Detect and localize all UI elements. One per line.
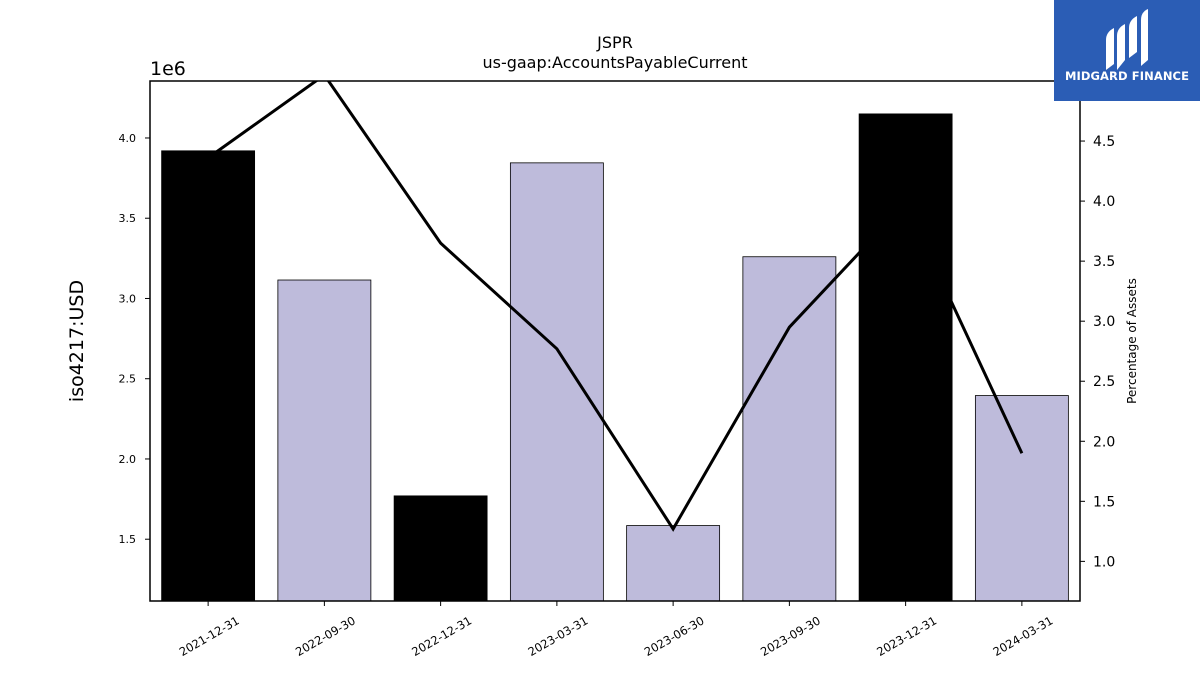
y2-tick-label-1.5: 1.5 <box>1093 494 1115 510</box>
y2-tick-label-1.0: 1.0 <box>1093 554 1115 570</box>
y-tick-label-1.5: 1.5 <box>119 533 137 546</box>
y2-axis-ticks: 1.0 1.5 2.0 2.5 3.0 3.5 4.0 4.5 <box>1080 134 1115 570</box>
line-layer <box>207 81 1024 532</box>
plot-frame <box>149 80 1081 602</box>
bar-2023-09-30 <box>742 256 837 602</box>
chart-title: JSPR <box>596 33 633 52</box>
logo-text: MIDGARD FINANCE <box>1064 69 1190 83</box>
y2-axis-label: Percentage of Assets <box>1125 278 1139 404</box>
bar-2023-06-30 <box>626 525 721 602</box>
y2-tick-label-3.0: 3.0 <box>1093 314 1115 330</box>
y-tick-label-3.5: 3.5 <box>119 212 137 225</box>
x-tick-label-2024-03-31: 2024-03-31 <box>990 613 1055 659</box>
y-axis-ticks: 1.5 2.0 2.5 3.0 3.5 4.0 <box>119 132 150 546</box>
bar-2022-12-31 <box>393 495 488 602</box>
x-tick-label-2021-12-31: 2021-12-31 <box>177 613 242 659</box>
chart-subtitle: us-gaap:AccountsPayableCurrent <box>482 53 747 72</box>
midgard-logo: MIDGARD FINANCE <box>1054 0 1200 101</box>
x-tick-label-2023-12-31: 2023-12-31 <box>874 613 939 659</box>
y-axis-label: iso4217:USD <box>66 280 88 402</box>
line-series <box>207 81 1024 532</box>
x-axis-ticks: 2021-12-31 2022-09-30 2022-12-31 2023-03-31… <box>177 601 1055 659</box>
x-tick-label-2023-09-30: 2023-09-30 <box>758 613 823 659</box>
y-tick-label-2.0: 2.0 <box>119 453 137 466</box>
x-tick-label-2023-06-30: 2023-06-30 <box>642 613 707 659</box>
bar-2023-12-31 <box>858 113 953 602</box>
x-tick-label-2022-12-31: 2022-12-31 <box>409 613 474 659</box>
y-axis-offset: 1e6 <box>150 58 186 80</box>
bars-layer <box>161 113 1069 602</box>
y2-tick-label-2.0: 2.0 <box>1093 434 1115 450</box>
bar-2023-03-31 <box>509 162 604 602</box>
bar-2021-12-31 <box>161 150 256 602</box>
y-tick-label-2.5: 2.5 <box>119 373 137 386</box>
bar-2022-09-30 <box>277 279 372 602</box>
y2-tick-label-2.5: 2.5 <box>1093 374 1115 390</box>
y-tick-label-4.0: 4.0 <box>119 132 137 145</box>
midgard-logo-icon <box>1106 9 1148 70</box>
bar-2024-03-31 <box>974 395 1069 602</box>
y-tick-label-3.0: 3.0 <box>119 292 137 305</box>
y2-tick-label-3.5: 3.5 <box>1093 254 1115 270</box>
x-tick-label-2023-03-31: 2023-03-31 <box>525 613 590 659</box>
x-tick-label-2022-09-30: 2022-09-30 <box>293 613 358 659</box>
y2-tick-label-4.5: 4.5 <box>1093 134 1115 150</box>
y2-tick-label-4.0: 4.0 <box>1093 194 1115 210</box>
